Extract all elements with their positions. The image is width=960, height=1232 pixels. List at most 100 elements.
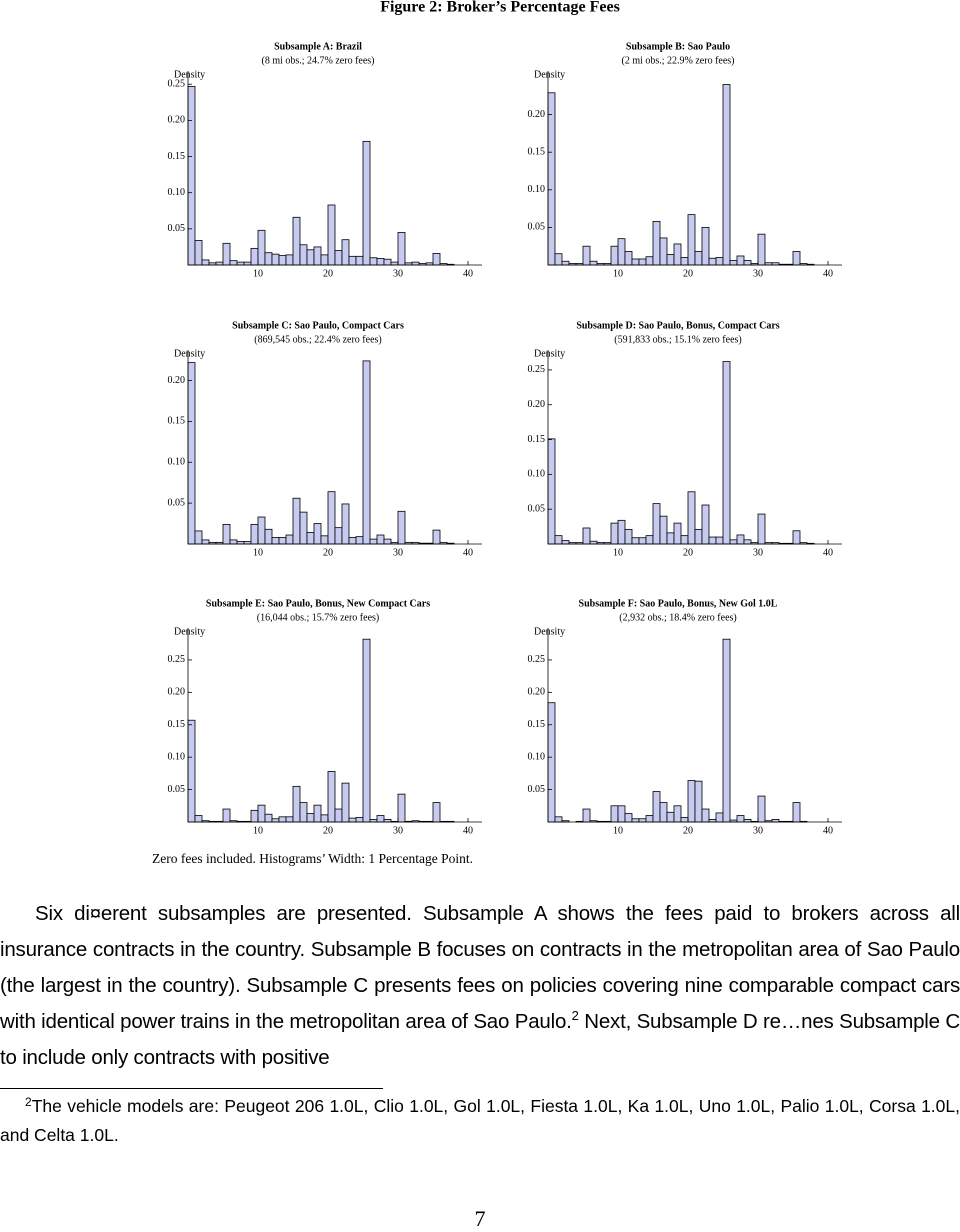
histogram-bar	[757, 233, 766, 266]
histogram-bar	[554, 253, 563, 266]
histogram-bar	[341, 503, 350, 545]
histogram-bar	[610, 522, 619, 545]
histogram-bar	[638, 537, 647, 545]
histogram-bar	[376, 534, 385, 545]
x-tick-label: 30	[393, 268, 403, 279]
y-tick-label: 0.15	[528, 434, 546, 445]
y-tick-label: 0.20	[168, 115, 186, 126]
histogram-bar	[334, 250, 343, 266]
chart-subtitle: (2,932 obs.; 18.4% zero fees)	[619, 612, 736, 623]
y-tick-label: 0.10	[168, 751, 186, 762]
x-tick-label: 10	[253, 268, 263, 279]
histogram-bar	[673, 243, 682, 266]
histogram-bar	[376, 258, 385, 266]
histogram-bar	[792, 530, 801, 545]
histogram-bar	[327, 491, 336, 545]
histogram-bar	[729, 539, 738, 545]
histogram-bar	[743, 539, 752, 545]
histogram-bar	[617, 519, 626, 545]
footnote-text: The vehicle models are: Peugeot 206 1.0L…	[0, 1096, 960, 1145]
histogram-bar	[292, 785, 301, 823]
histogram-bar	[645, 815, 654, 823]
x-tick-label: 30	[753, 547, 763, 558]
y-tick-label: 0.20	[528, 399, 546, 410]
x-tick-label: 40	[823, 825, 833, 836]
x-tick-label: 20	[683, 268, 693, 279]
histogram-bar	[652, 791, 661, 823]
histogram-bar	[652, 503, 661, 545]
y-tick-label: 0.10	[528, 751, 546, 762]
histogram-bar	[229, 260, 238, 266]
histogram-bar	[236, 261, 245, 266]
x-tick-label: 30	[393, 547, 403, 558]
histogram-bar	[306, 813, 315, 823]
histogram-bar	[306, 249, 315, 266]
histogram-bar	[631, 537, 640, 545]
histogram-bar	[299, 802, 308, 823]
histogram-bar	[222, 242, 231, 266]
x-tick-label: 40	[823, 268, 833, 279]
x-tick-label: 20	[323, 825, 333, 836]
histogram-bar	[432, 529, 441, 545]
histogram-bar	[194, 815, 203, 823]
histogram-bar	[320, 535, 329, 545]
histogram-bar	[278, 255, 287, 266]
histogram-bar	[736, 534, 745, 545]
histogram-bar	[701, 504, 710, 545]
histogram-bar	[617, 805, 626, 823]
chart-subtitle: (2 mi obs.; 22.9% zero fees)	[621, 55, 734, 66]
y-tick-label: 0.25	[528, 654, 546, 665]
y-tick-label: 0.05	[168, 784, 186, 795]
histogram-bar	[547, 702, 556, 823]
histogram-bar	[645, 256, 654, 266]
histogram-bar	[792, 251, 801, 266]
histogram-bar	[582, 527, 591, 545]
histogram-bar	[278, 816, 287, 823]
histogram-bar	[187, 719, 196, 823]
histogram-bar	[257, 804, 266, 823]
histogram-bar	[673, 805, 682, 823]
histogram-bar	[383, 258, 392, 266]
y-tick-label: 0.20	[528, 109, 546, 120]
histogram-bar	[362, 360, 371, 545]
chart-subtitle: (869,545 obs.; 22.4% zero fees)	[254, 334, 381, 345]
y-tick-label: 0.15	[528, 146, 546, 157]
histogram-bar	[624, 251, 633, 266]
histogram-bar	[715, 257, 724, 266]
x-tick-label: 40	[823, 547, 833, 558]
figure-caption: Zero fees included. Histograms’ Width: 1…	[152, 851, 474, 866]
histogram-bar	[250, 523, 259, 545]
histogram-bar	[187, 86, 196, 266]
histogram-bar	[327, 771, 336, 823]
body-text: Next, Subsample D re…nes Subsample C to …	[0, 1010, 960, 1069]
histogram-bar	[222, 523, 231, 545]
histogram-bar	[257, 229, 266, 266]
histogram-bar	[687, 491, 696, 545]
y-tick-label: 0.15	[168, 151, 186, 162]
y-tick-label: 0.15	[528, 719, 546, 730]
y-tick-label: 0.05	[528, 784, 546, 795]
y-tick-label: 0.10	[168, 457, 186, 468]
histogram-bar	[271, 253, 280, 266]
histogram-bar	[708, 536, 717, 545]
histogram-bar	[327, 204, 336, 266]
histogram-bar	[715, 812, 724, 823]
histogram-bar	[624, 813, 633, 823]
histogram-bar	[694, 780, 703, 823]
histogram-bar	[659, 515, 668, 545]
chart-title: Subsample A: Brazil	[274, 41, 362, 52]
chart-subtitle: (591,833 obs.; 15.1% zero fees)	[614, 334, 741, 345]
histogram-bar	[369, 538, 378, 545]
histogram-bar	[397, 793, 406, 823]
x-tick-label: 30	[753, 825, 763, 836]
page-number: 7	[474, 1206, 486, 1231]
histogram-bar	[694, 528, 703, 545]
x-tick-label: 40	[463, 825, 473, 836]
histogram-bar	[390, 261, 399, 266]
histogram-bar	[271, 537, 280, 545]
histogram-bar	[708, 257, 717, 266]
figure: Figure 2: Broker’s Percentage Fees Subsa…	[168, 0, 842, 836]
histogram-bar	[376, 815, 385, 823]
y-axis-label: Density	[174, 69, 205, 80]
